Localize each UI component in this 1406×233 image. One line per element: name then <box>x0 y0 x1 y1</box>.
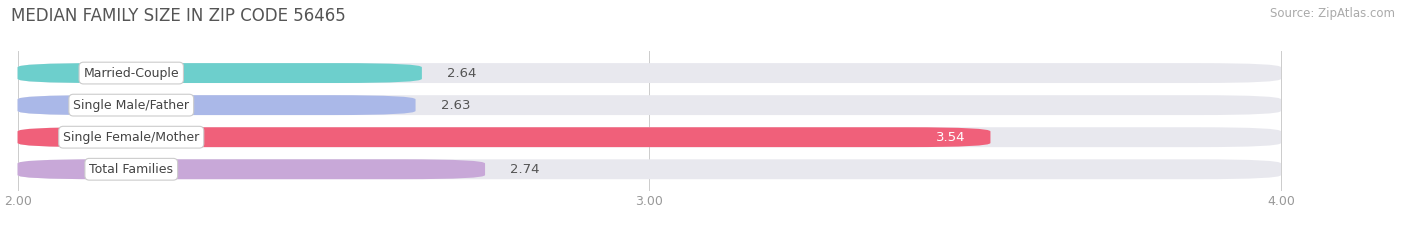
FancyBboxPatch shape <box>17 63 422 83</box>
FancyBboxPatch shape <box>17 159 1281 179</box>
Text: 3.54: 3.54 <box>935 131 965 144</box>
FancyBboxPatch shape <box>17 63 1281 83</box>
Text: 2.64: 2.64 <box>447 67 477 79</box>
Text: 2.63: 2.63 <box>441 99 471 112</box>
Text: Married-Couple: Married-Couple <box>83 67 179 79</box>
FancyBboxPatch shape <box>17 159 485 179</box>
Text: MEDIAN FAMILY SIZE IN ZIP CODE 56465: MEDIAN FAMILY SIZE IN ZIP CODE 56465 <box>11 7 346 25</box>
Text: Source: ZipAtlas.com: Source: ZipAtlas.com <box>1270 7 1395 20</box>
Text: Single Male/Father: Single Male/Father <box>73 99 190 112</box>
Text: Single Female/Mother: Single Female/Mother <box>63 131 200 144</box>
FancyBboxPatch shape <box>17 127 990 147</box>
FancyBboxPatch shape <box>17 127 1281 147</box>
FancyBboxPatch shape <box>17 95 416 115</box>
FancyBboxPatch shape <box>17 95 1281 115</box>
Text: 2.74: 2.74 <box>510 163 540 176</box>
Text: Total Families: Total Families <box>89 163 173 176</box>
